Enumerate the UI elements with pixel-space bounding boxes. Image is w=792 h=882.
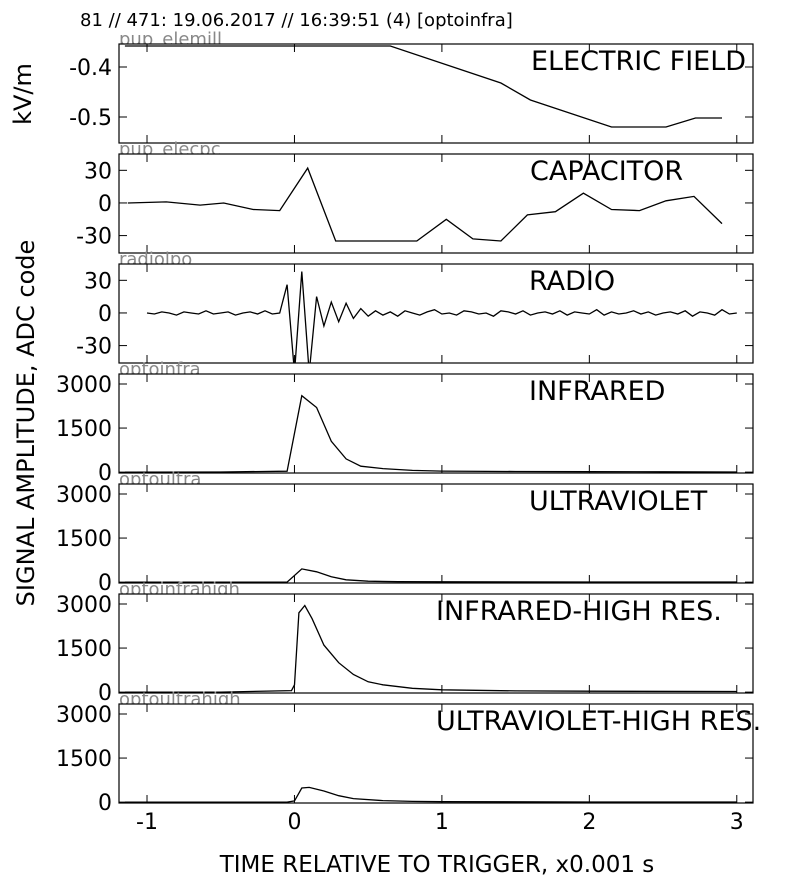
panel-title: ULTRAVIOLET	[529, 486, 708, 517]
y-tick-label: 0	[98, 302, 112, 327]
x-tick-label: 1	[435, 810, 449, 835]
data-line	[124, 568, 737, 583]
y-tick-label: 0	[98, 461, 112, 486]
axes-frame	[118, 373, 754, 474]
data-line	[124, 786, 737, 803]
y-tick-label: 3000	[56, 593, 112, 618]
panel-title: RADIO	[529, 266, 615, 297]
y-axis-label: SIGNAL AMPLITUDE, ADC code	[12, 240, 40, 607]
y-tick-label: -0.4	[69, 56, 112, 81]
y-tick-label: 0	[98, 571, 112, 596]
axes-frame	[118, 703, 754, 804]
data-line	[124, 394, 737, 473]
header: 81 // 471: 19.06.2017 // 16:39:51 (4) [o…	[80, 10, 513, 31]
panel-title: INFRARED-HIGH RES.	[436, 596, 722, 627]
axes-frame	[118, 483, 754, 584]
x-tick-label: 0	[287, 810, 301, 835]
panel-title: CAPACITOR	[530, 156, 683, 187]
y-tick-label: 3000	[56, 703, 112, 728]
y-tick-label: 1500	[56, 637, 112, 662]
data-line	[124, 604, 737, 693]
panel-title: INFRARED	[529, 376, 665, 407]
x-tick-label: 2	[582, 810, 596, 835]
y-tick-label: -30	[76, 225, 112, 250]
y-tick-label: 30	[84, 269, 112, 294]
x-tick-label: -1	[136, 810, 158, 835]
y-tick-label: -0.5	[69, 106, 112, 131]
y-tick-label: 0	[98, 192, 112, 217]
y-axis-label: kV/m	[9, 63, 37, 125]
data-line	[146, 271, 737, 363]
y-tick-label: 0	[98, 681, 112, 706]
data-line	[127, 166, 723, 242]
y-tick-label: 3000	[56, 373, 112, 398]
y-tick-label: 0	[98, 791, 112, 816]
y-tick-label: 1500	[56, 417, 112, 442]
axes-frame	[118, 263, 754, 364]
panel-title: ULTRAVIOLET-HIGH RES.	[436, 706, 761, 737]
data-line	[124, 45, 722, 128]
y-tick-label: 3000	[56, 483, 112, 508]
axes-frame	[118, 593, 754, 694]
y-tick-label: -30	[76, 335, 112, 360]
x-tick-label: 3	[730, 810, 744, 835]
panel-title: ELECTRIC FIELD	[531, 46, 746, 77]
y-tick-label: 30	[84, 159, 112, 184]
x-axis-label: TIME RELATIVE TO TRIGGER, x0.001 s	[219, 852, 655, 878]
y-tick-label: 1500	[56, 527, 112, 552]
y-tick-label: 1500	[56, 747, 112, 772]
